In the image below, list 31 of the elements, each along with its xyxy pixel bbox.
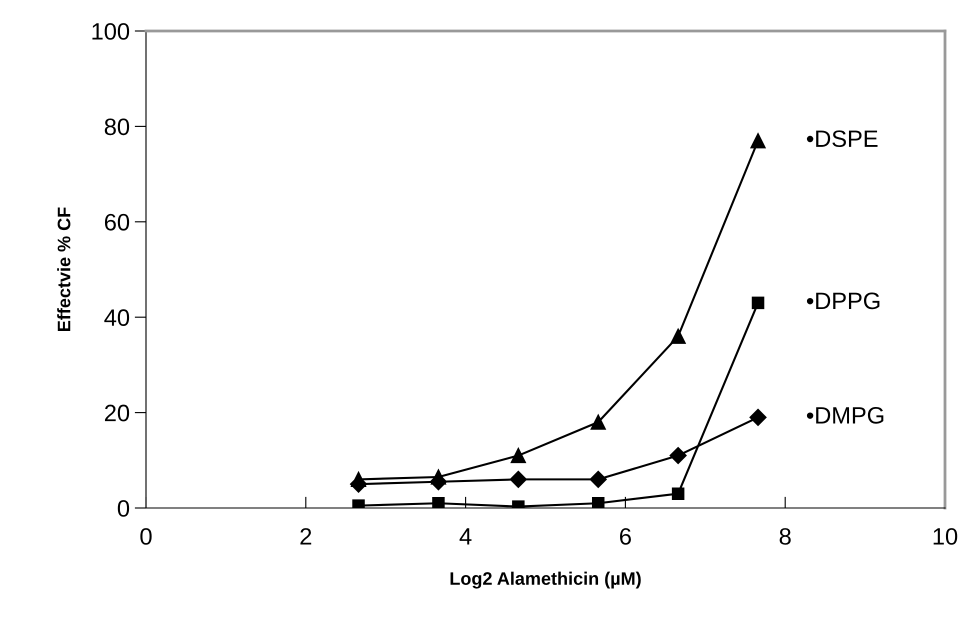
point (670, 328, 686, 344)
point (670, 446, 687, 464)
series-label: •DSPE (806, 130, 878, 148)
series-label: •DPPG (806, 292, 880, 310)
series-label: •DMPG (806, 406, 884, 424)
y-tick-label: 20 (104, 404, 130, 422)
point (752, 296, 764, 310)
point (592, 496, 604, 508)
y-tick-label: 60 (104, 214, 130, 231)
point (432, 496, 445, 508)
x-tick-label: 10 (934, 528, 958, 545)
point (750, 133, 766, 148)
x-tick-label: 4 (460, 528, 472, 545)
x-tick-label: 6 (620, 528, 631, 545)
point (430, 469, 446, 485)
point (590, 414, 606, 430)
y-tick-label: 40 (104, 309, 130, 326)
y-tick-label: 0 (118, 500, 130, 517)
point (749, 408, 767, 426)
y-axis-title: Effectvie % CF (57, 207, 70, 331)
point (510, 470, 527, 488)
y-tick-label: 80 (104, 118, 130, 136)
point (510, 448, 526, 464)
x-tick-label: 0 (140, 528, 152, 545)
point (590, 470, 607, 488)
x-tick-label: 8 (780, 528, 791, 545)
point (350, 472, 366, 488)
point (672, 487, 684, 500)
x-tick-label: 2 (300, 528, 312, 545)
y-tick-label: 100 (92, 23, 130, 40)
x-axis-title: Log2 Alamethicin (µM) (450, 572, 641, 589)
